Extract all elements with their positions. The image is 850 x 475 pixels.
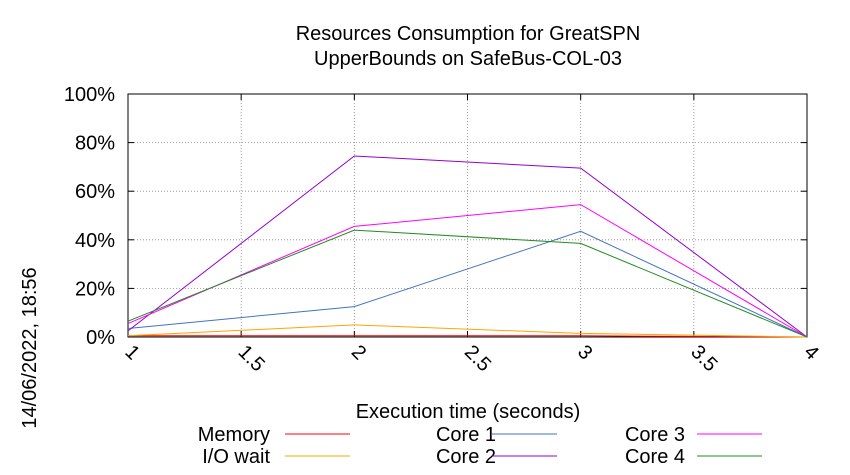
y-tick-label: 100% [64, 84, 115, 106]
timestamp: 14/06/2022, 18:56 [19, 267, 41, 428]
x-tick-label: 4 [799, 341, 822, 364]
x-tick-label: 3 [573, 341, 596, 364]
y-tick-label: 60% [75, 181, 115, 203]
y-axis: 0% 20% 40% 60% 80% 100% [64, 84, 807, 349]
x-tick-label: 3.5 [686, 341, 721, 376]
chart-subtitle: UpperBounds on SafeBus-COL-03 [314, 48, 622, 70]
y-tick-label: 20% [75, 278, 115, 300]
x-tick-label: 2 [347, 341, 370, 364]
chart-title: Resources Consumption for GreatSPN [296, 23, 641, 45]
legend-label: Core 1 [436, 424, 496, 446]
legend-label: I/O wait [202, 446, 270, 468]
legend-label: Core 2 [436, 446, 496, 468]
series-line-core-2 [127, 155, 808, 338]
series-line-core-1 [127, 230, 808, 338]
x-axis: 1 1.5 2 2.5 3 3.5 4 [120, 94, 823, 376]
series-line-core-3 [127, 204, 808, 338]
legend-label: Memory [198, 424, 270, 446]
y-tick-label: 40% [75, 230, 115, 252]
series-line-core-4 [127, 229, 808, 338]
x-tick-label: 2.5 [460, 341, 495, 376]
x-axis-label: Execution time (seconds) [356, 401, 581, 423]
legend-label: Core 3 [625, 424, 685, 446]
grid [128, 94, 807, 337]
y-tick-label: 80% [75, 133, 115, 155]
series-line-memory [128, 335, 808, 338]
y-tick-label: 0% [86, 327, 115, 349]
legend-label: Core 4 [625, 446, 685, 468]
series-line-i-o-wait [127, 324, 808, 338]
x-tick-label: 1.5 [234, 341, 269, 376]
series-lines [127, 155, 808, 338]
x-tick-label: 1 [120, 341, 143, 364]
